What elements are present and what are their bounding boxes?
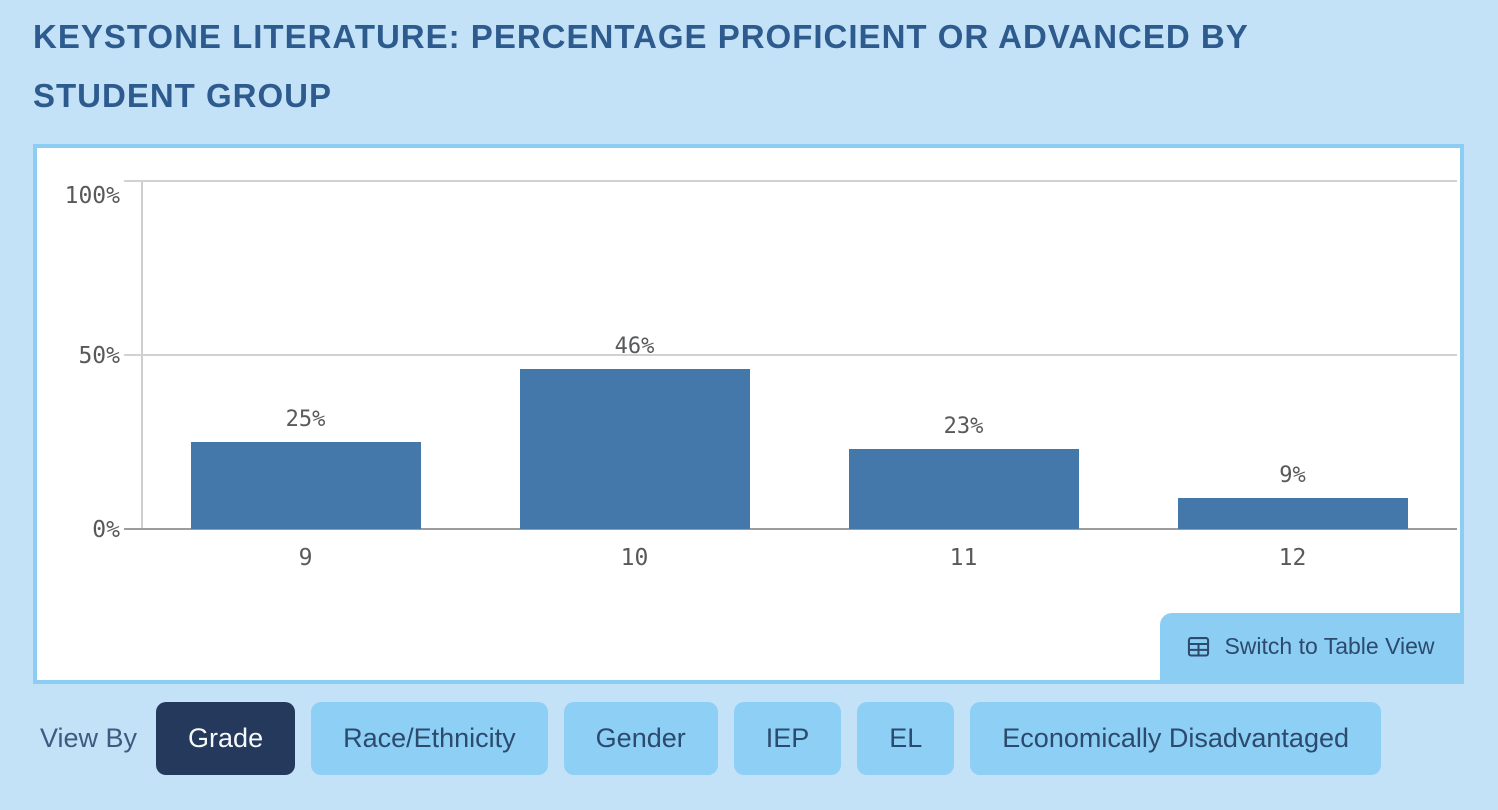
bar-10[interactable] (520, 369, 750, 529)
view-by-label: View By (40, 723, 138, 753)
bar-value-label-12: 9% (1279, 463, 1306, 488)
x-axis-category-label-11: 11 (949, 545, 978, 571)
bar-value-label-10: 46% (614, 334, 655, 359)
filter-button-race-ethnicity[interactable]: Race/Ethnicity (311, 702, 548, 775)
gridline-100 (124, 180, 1457, 182)
plot-area: 0% 50% 100% 25% 9 46% 10 23% 11 9% 12 (65, 180, 1457, 571)
y-tick-label-50: 50% (78, 343, 120, 369)
bar-value-label-9: 25% (285, 407, 326, 432)
filter-button-gender[interactable]: Gender (563, 702, 718, 775)
chart-panel: 0% 50% 100% 25% 9 46% 10 23% 11 9% 12 Switch to Ta… (33, 144, 1464, 684)
view-by-filter-row: View By Grade Race/Ethnicity Gender IEP EL Ec… (40, 702, 1381, 775)
x-axis-category-label-12: 12 (1278, 545, 1307, 571)
switch-to-table-view-button[interactable]: Switch to Table View (1160, 613, 1460, 680)
bar-value-label-11: 23% (943, 414, 984, 439)
gridline-50 (124, 354, 1457, 356)
switch-to-table-view-label: Switch to Table View (1224, 633, 1435, 659)
bar-9[interactable] (191, 442, 421, 529)
filter-button-grade[interactable]: Grade (156, 702, 296, 775)
bar-12[interactable] (1178, 498, 1408, 529)
page-title: KEYSTONE LITERATURE: PERCENTAGE PROFICIE… (33, 18, 1249, 114)
table-grid-icon (1188, 637, 1210, 657)
filter-button-el[interactable]: EL (857, 702, 955, 775)
x-axis-category-label-10: 10 (620, 545, 649, 571)
filter-button-iep[interactable]: IEP (733, 702, 842, 775)
gridline-0 (124, 528, 1457, 530)
filter-button-economically-disadvantaged[interactable]: Economically Disadvantaged (970, 702, 1381, 775)
y-tick-label-0: 0% (92, 517, 120, 543)
y-tick-label-100: 100% (64, 183, 120, 209)
x-axis-category-label-9: 9 (298, 545, 313, 571)
bar-11[interactable] (849, 449, 1079, 529)
